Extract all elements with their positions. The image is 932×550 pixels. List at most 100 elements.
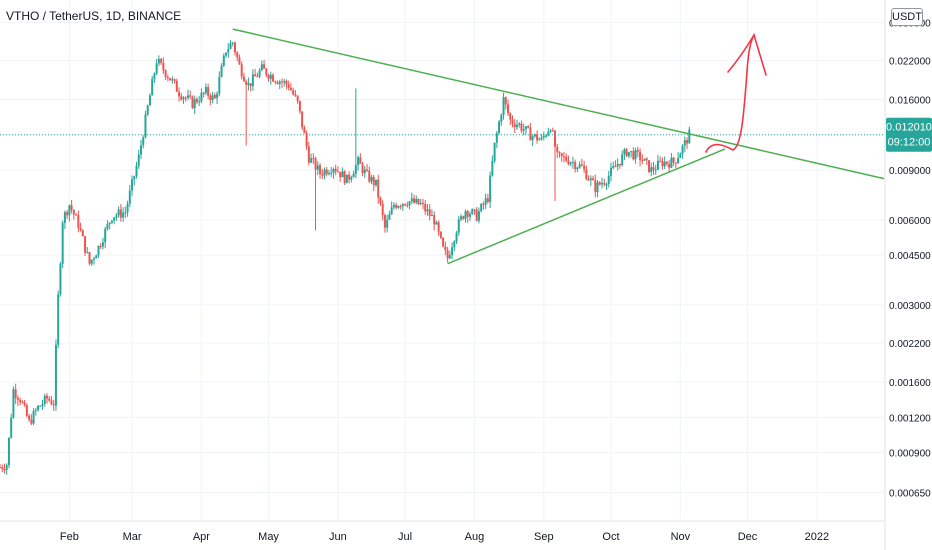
candle-body [43,395,46,404]
candle-body [531,136,534,141]
candle-body [66,212,69,216]
candle-body [330,172,333,174]
candle-body [609,167,612,176]
candle-body [513,123,516,128]
candle-body [319,165,322,174]
candle-body [473,209,476,211]
candle-body [390,207,393,215]
resistance-trendline[interactable] [232,28,885,180]
candle-body [471,209,474,214]
trendlines[interactable] [232,28,885,265]
candle-body [562,156,565,158]
candle-body [518,123,521,125]
candle-body [106,223,109,229]
candle-body [310,158,313,163]
y-tick-label: 0.000900 [889,449,931,460]
candle-body [451,247,454,256]
candle-body [341,171,344,178]
candle-body [249,83,252,87]
candle-body [220,65,223,77]
candle-body [397,206,400,208]
candle-body [166,77,169,79]
candle-body [641,159,644,161]
candle-body [117,209,120,216]
candle-body [213,94,216,99]
candle-body [238,57,241,65]
candle-body [186,95,189,98]
candle-body [560,153,563,157]
candle-body [468,213,471,217]
support-trendline[interactable] [447,148,726,265]
candle-body [276,82,279,84]
x-tick-label: Mar [123,531,142,543]
candle-body [374,179,377,186]
candle-body [148,95,151,106]
candle-body [86,252,89,254]
candle-body [549,130,552,132]
annotation-arrow[interactable] [705,33,767,153]
candle-body [386,219,389,228]
candle-body [336,171,339,173]
x-tick-label: Dec [738,531,758,543]
candle-body [108,222,111,224]
candle-body [332,168,335,173]
candle-body [227,48,230,53]
candle-body [195,99,198,103]
candle-body [515,124,518,128]
candle-body [113,217,116,221]
last-price-label: 0.012010 09:12:00 [886,117,932,152]
candle-body [361,163,364,174]
candle-body [1,467,4,469]
currency-button[interactable]: USDT [891,8,923,26]
candle-body [146,105,149,115]
arrow-head[interactable] [727,33,767,76]
candle-body [327,172,330,175]
x-tick-label: Jul [398,531,412,543]
candle-body [410,198,413,202]
candle-body [357,157,360,166]
candle-body [294,94,297,96]
candle-body [48,398,51,401]
candle-body [627,152,630,157]
candle-body [618,163,621,166]
candle-body [265,68,268,76]
candle-body [211,94,214,101]
arrow-shaft[interactable] [705,34,755,153]
candle-body [285,80,288,85]
candle-body [489,175,492,203]
candle-body [41,403,44,406]
candle-body [578,164,581,168]
candle-body [303,127,306,134]
candle-body [57,294,60,345]
candle-body [592,178,595,181]
candle-body [408,201,411,206]
candle-body [155,63,158,74]
candle-body [527,126,530,128]
candle-body [571,162,574,164]
symbol-title[interactable]: VTHO / TetherUS, 1D, BINANCE [6,9,182,23]
candle-body [681,145,684,154]
candle-body [540,137,543,140]
candle-body [191,96,194,109]
candle-body [162,62,165,71]
candle-body [254,74,257,77]
candle-body [491,160,494,176]
candle-body [95,255,98,259]
candle-body [556,146,559,152]
candle-body [379,197,382,204]
candle-body [84,236,87,253]
candle-body [204,87,207,94]
candle-body [372,176,375,186]
candle-body [507,104,510,114]
candle-body [524,126,527,130]
candle-body [79,227,82,231]
candle-body [14,389,17,398]
candle-body [493,142,496,161]
candle-body [90,259,93,264]
candle-body [381,203,384,216]
candle-body [245,81,248,85]
candle-body [663,161,666,167]
candle-body [413,198,416,203]
